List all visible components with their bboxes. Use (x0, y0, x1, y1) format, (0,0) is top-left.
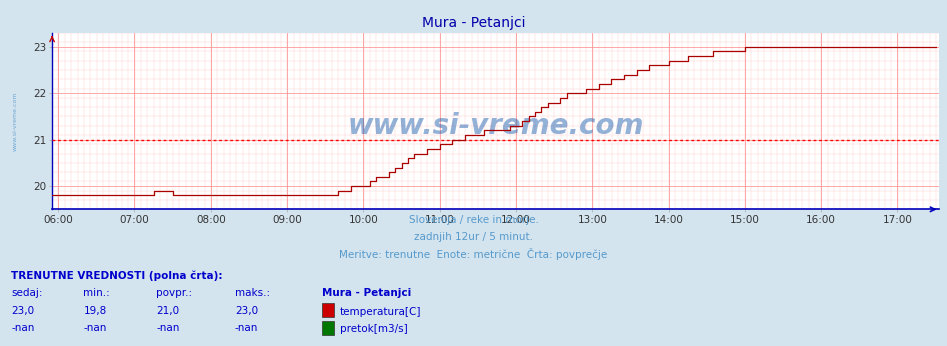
Text: pretok[m3/s]: pretok[m3/s] (340, 324, 408, 334)
Text: -nan: -nan (11, 323, 35, 333)
Text: maks.:: maks.: (235, 288, 270, 298)
Text: povpr.:: povpr.: (156, 288, 192, 298)
Text: -nan: -nan (156, 323, 180, 333)
Text: sedaj:: sedaj: (11, 288, 43, 298)
Text: 19,8: 19,8 (83, 306, 107, 316)
Text: zadnjih 12ur / 5 minut.: zadnjih 12ur / 5 minut. (414, 233, 533, 243)
Text: Mura - Petanjci: Mura - Petanjci (322, 288, 411, 298)
Text: Meritve: trenutne  Enote: metrične  Črta: povprečje: Meritve: trenutne Enote: metrične Črta: … (339, 248, 608, 260)
Text: 21,0: 21,0 (156, 306, 179, 316)
Text: Slovenija / reke in morje.: Slovenija / reke in morje. (408, 215, 539, 225)
Text: www.si-vreme.com: www.si-vreme.com (348, 112, 644, 140)
Text: 23,0: 23,0 (235, 306, 258, 316)
Text: -nan: -nan (83, 323, 107, 333)
Text: www.si-vreme.com: www.si-vreme.com (12, 91, 17, 151)
Text: temperatura[C]: temperatura[C] (340, 307, 421, 317)
Text: -nan: -nan (235, 323, 259, 333)
Text: 23,0: 23,0 (11, 306, 34, 316)
Text: min.:: min.: (83, 288, 110, 298)
Text: TRENUTNE VREDNOSTI (polna črta):: TRENUTNE VREDNOSTI (polna črta): (11, 270, 223, 281)
Text: Mura - Petanjci: Mura - Petanjci (421, 16, 526, 29)
